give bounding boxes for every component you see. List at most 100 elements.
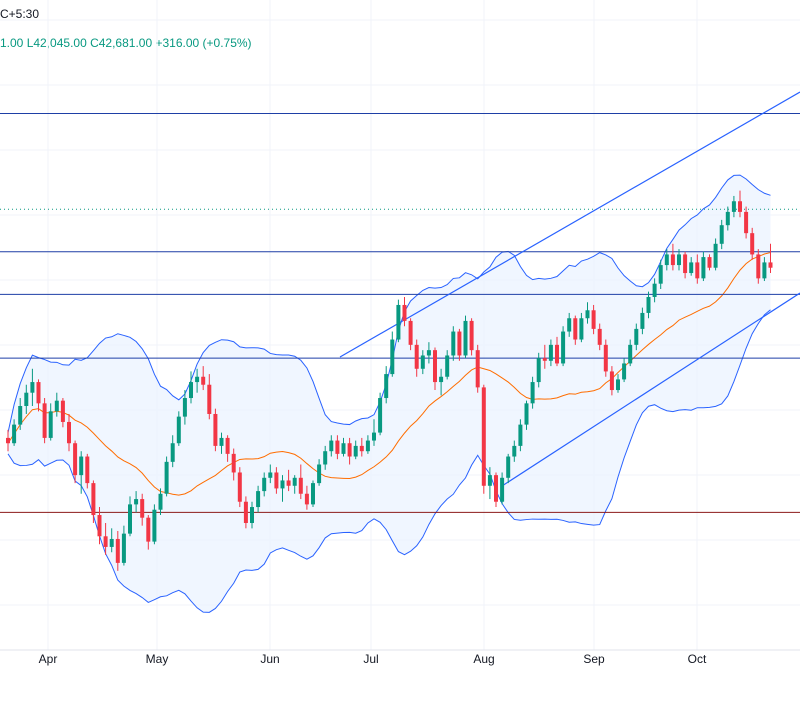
candle-body — [731, 201, 736, 212]
candle-body — [719, 225, 724, 244]
candle-body — [396, 304, 401, 340]
candle-body — [469, 320, 474, 351]
candle-body — [189, 382, 193, 399]
candle-body — [768, 262, 773, 268]
candle-body — [555, 344, 559, 364]
candle-body — [750, 233, 755, 255]
candle-body — [365, 440, 370, 452]
candle-body — [658, 265, 663, 284]
candle-body — [85, 456, 90, 484]
candle-body — [689, 262, 694, 274]
candles — [6, 190, 773, 571]
candle-body — [494, 475, 498, 502]
candle-body — [311, 483, 315, 505]
candle-body — [158, 493, 163, 510]
candle-body — [597, 328, 602, 345]
candle-body — [109, 538, 114, 547]
x-tick-label: Jun — [260, 652, 279, 666]
candle-body — [585, 310, 590, 319]
x-tick-label: Aug — [473, 652, 494, 666]
candle-body — [30, 382, 35, 393]
candle-body — [512, 445, 517, 457]
candle-body — [274, 472, 279, 489]
candle-body — [561, 331, 566, 364]
candle-body — [115, 538, 120, 563]
candle-body — [677, 254, 681, 266]
candle-body — [140, 499, 145, 518]
candle-body — [268, 472, 273, 478]
candle-body — [323, 451, 328, 465]
candle-body — [182, 398, 187, 417]
candle-body — [433, 350, 437, 383]
candle-body — [18, 406, 23, 425]
candle-body — [518, 424, 523, 446]
bollinger-band-fill — [8, 175, 771, 613]
candle-body — [548, 344, 553, 361]
candle-body — [201, 376, 206, 385]
candle-body — [225, 437, 230, 454]
candle-body — [79, 456, 84, 476]
candle-body — [738, 201, 742, 212]
candle-body — [372, 432, 376, 441]
candle-body — [24, 392, 29, 406]
bollinger-lower-line — [7, 309, 771, 613]
ohlc-readout: 1.00 L42,045.00 C42,681.00 +316.00 (+0.7… — [0, 36, 252, 50]
candle-body — [359, 445, 364, 452]
candle-body — [701, 257, 706, 279]
x-tick-label: Jul — [363, 652, 378, 666]
candle-body — [683, 254, 688, 274]
candle-body — [48, 411, 53, 438]
candle-body — [616, 379, 620, 391]
candle-body — [402, 304, 407, 321]
timezone-label: C+5:30 — [0, 7, 40, 21]
candle-body — [762, 262, 767, 279]
candle-body — [91, 483, 96, 516]
candle-body — [256, 491, 261, 508]
x-tick-label: May — [146, 652, 169, 666]
candle-body — [756, 254, 761, 279]
candle-body — [317, 464, 322, 484]
candle-body — [103, 536, 108, 547]
candle-body — [36, 382, 41, 404]
x-tick-label: Oct — [688, 652, 707, 666]
candle-body — [286, 480, 291, 486]
candle-body — [408, 320, 413, 345]
candle-body — [67, 421, 71, 444]
bollinger-basis-line — [7, 252, 771, 496]
candle-body — [744, 211, 749, 234]
candle-body — [280, 480, 285, 489]
candle-body — [262, 477, 267, 492]
candle-body — [42, 403, 47, 438]
candle-body — [445, 355, 450, 377]
candle-body — [250, 507, 254, 523]
candle-body — [500, 477, 505, 502]
candle-body — [652, 283, 657, 297]
candle-body — [481, 387, 486, 486]
candle-body — [298, 477, 303, 494]
candle-body — [506, 456, 511, 478]
bollinger-upper-line — [7, 174, 771, 433]
candle-body — [640, 312, 645, 329]
candle-body — [591, 310, 596, 329]
candle-body — [457, 331, 462, 356]
candle-body — [12, 424, 17, 444]
candle-body — [6, 437, 10, 444]
candle-body — [304, 493, 309, 505]
candle-body — [335, 440, 340, 454]
candle-body — [128, 504, 132, 534]
candle-body — [567, 318, 572, 332]
channel-lower-trendline — [501, 292, 800, 487]
candle-body — [219, 437, 224, 446]
candle-body — [176, 416, 181, 444]
candle-body — [524, 403, 529, 425]
candle-body — [378, 398, 383, 433]
candle-body — [73, 443, 78, 476]
candle-body — [463, 320, 468, 356]
x-tick-label: Sep — [583, 652, 605, 666]
candle-body — [536, 358, 541, 383]
x-tick-label: Apr — [39, 652, 58, 666]
candle-body — [579, 318, 584, 340]
candle-body — [603, 344, 608, 372]
candle-body — [329, 440, 334, 452]
